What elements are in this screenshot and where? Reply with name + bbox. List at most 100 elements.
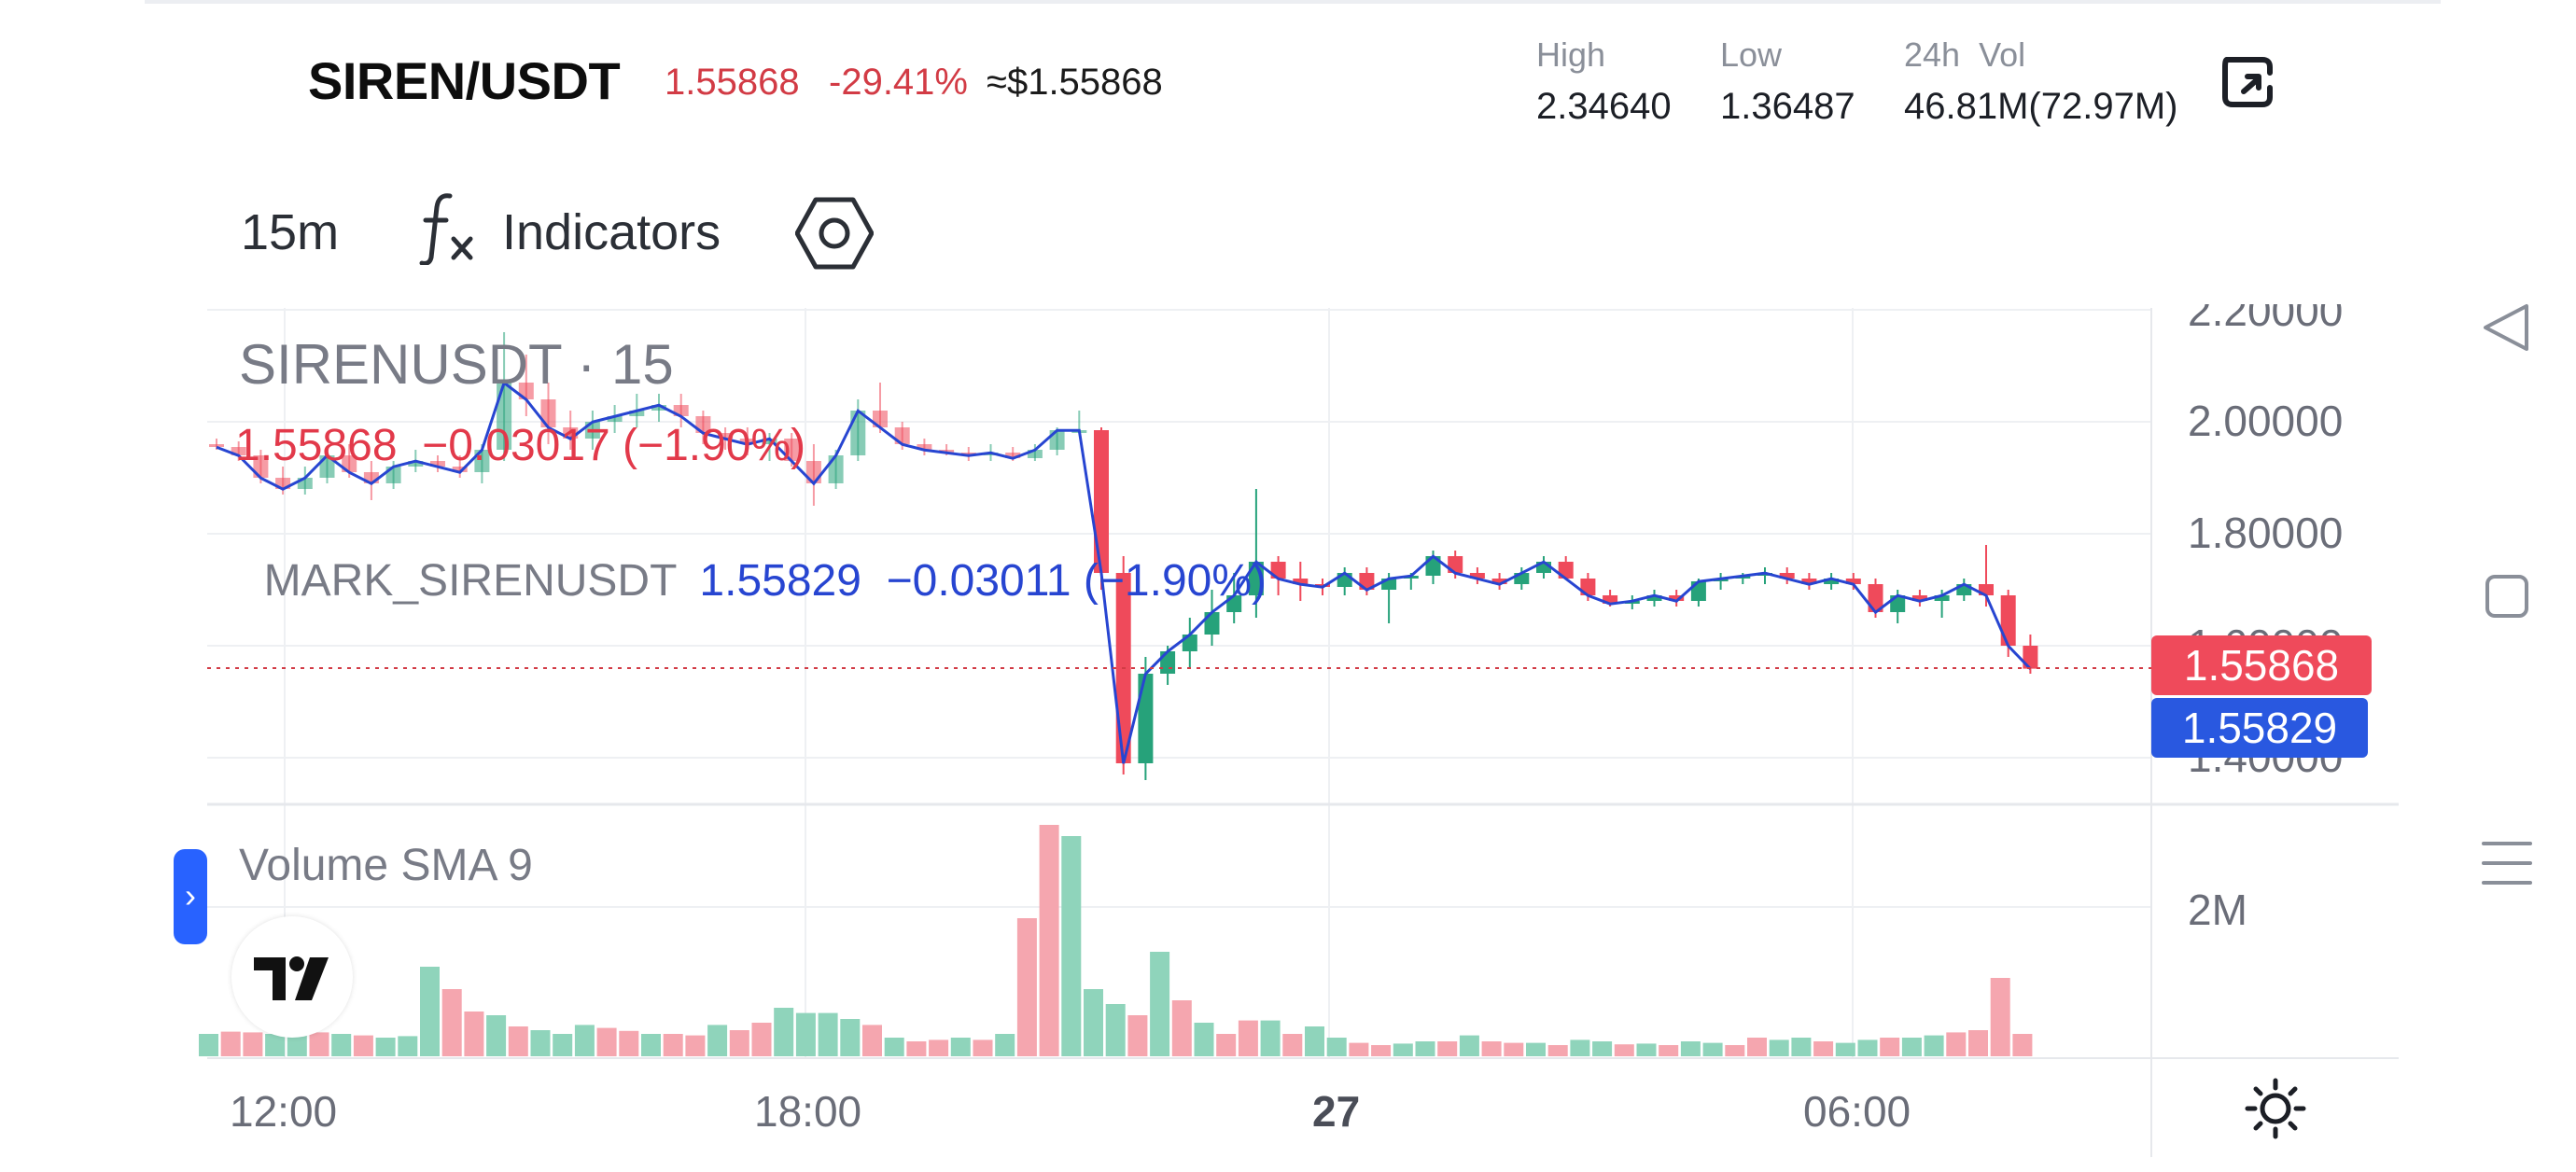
volume-bar [1924,1035,1944,1056]
volume-bar [862,1025,882,1056]
candle-body [739,439,755,444]
volume-bar [1702,1042,1723,1056]
x-label-day: 27 [1312,1087,1361,1136]
volume-bar [331,1034,352,1056]
candle-body [1160,651,1176,674]
last-price-tag: 1.55868 [2151,635,2372,695]
volume-bar [596,1027,617,1056]
legend-mark-values: 1.55829 −0.03011 (−1.90%) [699,556,1267,606]
candle-body [1911,595,1927,601]
volume-bar [398,1036,418,1056]
fx-icon[interactable] [418,190,476,266]
volume-bar [2012,1034,2033,1056]
candle-body [1005,453,1021,458]
volume-bar [441,989,462,1056]
volume-bar [1216,1034,1237,1056]
volume-bar [1857,1039,1878,1056]
volume-bar [553,1034,573,1056]
volume-bar [1680,1041,1701,1056]
y-label: 1.80000 [2188,509,2344,557]
volume-bar [353,1035,373,1056]
y-label: 2.00000 [2188,397,2344,445]
x-label: 18:00 [754,1087,862,1136]
candle-body [629,411,645,416]
home-nav-icon[interactable] [2478,567,2536,625]
candle-body [784,439,800,461]
candle-body [828,455,844,483]
candle-body [430,461,445,467]
volume-bar [619,1030,639,1056]
volume-bar [199,1034,218,1056]
candle-body [253,455,269,478]
volume-bar [1238,1020,1258,1056]
top-divider [145,0,2441,4]
timeframe-button[interactable]: 15m [241,204,340,260]
volume-bar [884,1038,904,1056]
menu-nav-icon[interactable] [2478,834,2536,892]
legend-mark: MARK_SIRENUSDT 1.55829 −0.03011 (−1.90%) [239,504,1267,607]
volume-bar [1349,1042,1369,1056]
candle-body [1646,595,1662,601]
volume-bar [1880,1038,1900,1056]
tradingview-logo [231,916,353,1038]
volume-bar [973,1039,993,1056]
volume-bar [1614,1044,1634,1056]
volume-bar [1813,1041,1834,1056]
candle-body [2000,595,2016,646]
volume-bar [929,1039,949,1056]
volume-bar [995,1034,1015,1056]
volume-bar [774,1008,794,1056]
volume-bar [1504,1042,1524,1056]
volume-bar [818,1012,838,1056]
volume-bar [1570,1039,1590,1056]
volume-bar [1150,952,1170,1056]
volume-bar [530,1030,551,1056]
settings-hexagon-icon[interactable] [794,196,875,271]
volume-bar [1526,1042,1546,1056]
candle-body [762,439,777,444]
candle-body [1868,584,1883,612]
theme-sun-icon[interactable] [2244,1077,2307,1140]
legend-symbol: SIRENUSDT · 15 [239,332,674,397]
panel-toggle-button[interactable]: › [174,849,207,944]
volume-bar [1415,1041,1435,1056]
volume-bar [1769,1039,1789,1056]
candle-body [718,433,734,439]
candle-body [850,411,866,455]
volume-bar [1946,1032,1967,1056]
candle-body [1603,595,1618,604]
volume-bar [1305,1026,1324,1056]
volume-bar [1393,1043,1413,1056]
candle-body [1779,573,1795,579]
candle-body [1293,579,1309,584]
volume-bar [1725,1045,1745,1056]
volume-bar [1791,1038,1812,1056]
indicators-button[interactable]: Indicators [502,204,721,260]
volume-bar [1990,978,2010,1056]
volume-bar [1659,1045,1679,1056]
candle-body [209,444,224,447]
volume-bar [663,1034,683,1056]
share-icon[interactable] [2218,52,2277,112]
x-label: 12:00 [230,1087,338,1136]
candle-body [1845,579,1861,584]
stat-vol-value: 46.81M(72.97M) [1904,86,2178,127]
candle-body [1469,573,1485,579]
stat-high-label: High [1536,35,1606,74]
volume-bar [1326,1038,1347,1056]
candle-body [939,450,955,453]
candle-body [408,461,424,467]
volume-bar [243,1032,263,1056]
volume-bar [265,1034,286,1056]
candle-body [1049,430,1065,450]
volume-bar [795,1012,816,1056]
stat-low-value: 1.36487 [1720,86,1855,127]
volume-bar [1282,1034,1303,1056]
volume-bar [685,1035,706,1056]
volume-bar [729,1030,749,1056]
stat-low-label: Low [1720,35,1783,74]
back-nav-icon[interactable] [2478,299,2536,356]
volume-bar [420,967,440,1056]
volume-bar [508,1026,528,1056]
